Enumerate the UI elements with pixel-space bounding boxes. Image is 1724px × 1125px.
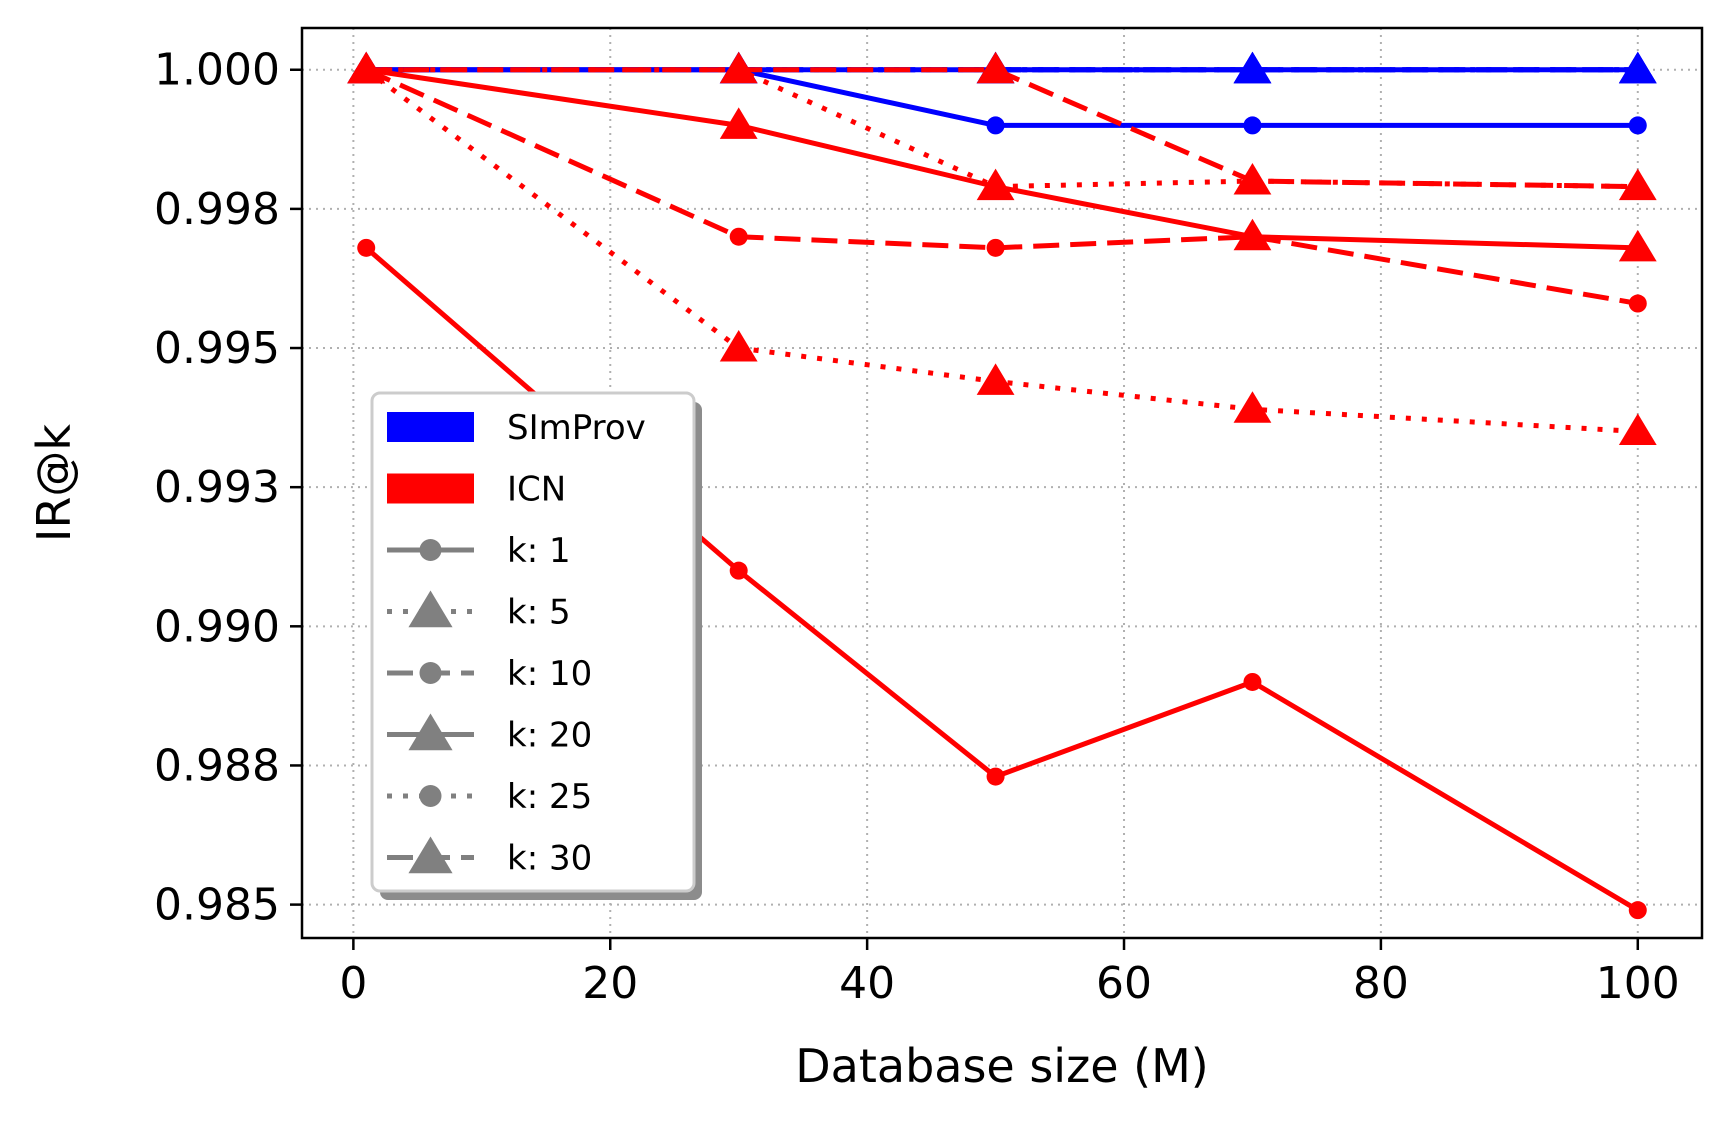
legend-label-k5: k: 5 — [507, 593, 571, 633]
x-tick-label-0: 0 — [339, 958, 367, 1009]
x-axis-label: Database size (M) — [795, 1039, 1209, 1093]
point-simprov-5-4 — [1618, 51, 1657, 84]
point-icn-1-0 — [357, 238, 376, 257]
point-simprov-1-3 — [1243, 116, 1262, 135]
legend-label-icn: ICN — [507, 470, 566, 510]
legend-swatch-simprov — [387, 412, 474, 442]
point-icn-10-1 — [729, 227, 748, 246]
point-icn-5-2 — [976, 363, 1015, 395]
point-icn-30-2 — [976, 51, 1015, 84]
point-icn-25-2 — [986, 177, 1005, 196]
legend-label-k10: k: 10 — [507, 654, 592, 694]
plot-frame — [300, 26, 1704, 940]
series-icn-30 — [347, 51, 1657, 201]
x-tick-label-4: 80 — [1353, 958, 1409, 1009]
legend-marker-k1 — [419, 539, 442, 561]
legend-label-k20: k: 20 — [507, 716, 592, 756]
y-tick-label-2: 0.990 — [154, 601, 280, 652]
legend-marker-k5 — [408, 590, 453, 628]
legend-label-simprov: SImProv — [507, 408, 646, 448]
legend-marker-k25 — [419, 785, 442, 807]
point-icn-5-4 — [1618, 413, 1657, 446]
point-icn-1-3 — [1243, 672, 1262, 691]
x-tick-label-3: 60 — [1096, 958, 1152, 1009]
point-simprov-5-3 — [1233, 51, 1272, 84]
point-icn-30-4 — [1618, 168, 1657, 201]
point-icn-10-2 — [986, 238, 1005, 257]
point-icn-20-1 — [719, 107, 758, 139]
point-icn-5-1 — [719, 330, 758, 362]
point-icn-1-1 — [729, 561, 748, 580]
point-icn-30-1 — [719, 51, 758, 84]
y-tick-label-6: 1.000 — [154, 45, 280, 96]
legend-marker-k20 — [408, 713, 453, 751]
point-icn-1-2 — [986, 767, 1005, 786]
y-tick-label-5: 0.998 — [154, 184, 280, 235]
legend-box — [370, 391, 696, 893]
legend-label-k30: k: 30 — [507, 839, 592, 879]
series-line-icn-10 — [365, 67, 1639, 306]
y-tick-label-1: 0.988 — [154, 740, 280, 791]
legend-label-k25: k: 25 — [507, 777, 592, 817]
point-icn-1-4 — [1628, 901, 1647, 920]
axis-ticks: 0 20 40 60 80 100 0.985 0.988 0.990 0.993 0.995 0.9… — [154, 45, 1680, 1009]
legend-marker-k10 — [419, 662, 442, 684]
point-icn-5-3 — [1233, 391, 1272, 423]
legend: SImProv ICN k: 1 k: 5 k: 10 k: 20 k: 25 k: 30 — [370, 391, 702, 900]
y-tick-label-4: 0.995 — [154, 323, 280, 374]
point-icn-20-4 — [1618, 229, 1657, 262]
series-line-icn-20 — [365, 67, 1638, 251]
point-icn-20-3 — [1233, 218, 1272, 251]
plot-series — [347, 51, 1657, 920]
legend-swatch-icn — [387, 473, 474, 504]
x-tick-label-2: 40 — [839, 958, 895, 1009]
x-tick-label-1: 20 — [582, 958, 638, 1009]
point-simprov-1-4 — [1628, 116, 1647, 135]
legend-label-k1: k: 1 — [507, 531, 571, 571]
point-icn-30-0 — [347, 51, 386, 84]
y-tick-label-0: 0.985 — [154, 880, 280, 931]
point-icn-10-4 — [1628, 294, 1647, 313]
x-tick-label-5: 100 — [1596, 958, 1680, 1009]
y-tick-label-3: 0.993 — [154, 462, 280, 513]
legend-marker-k30 — [408, 836, 453, 874]
point-icn-30-3 — [1233, 163, 1272, 195]
y-axis-label: IR@k — [27, 424, 81, 543]
point-simprov-1-2 — [986, 116, 1005, 135]
